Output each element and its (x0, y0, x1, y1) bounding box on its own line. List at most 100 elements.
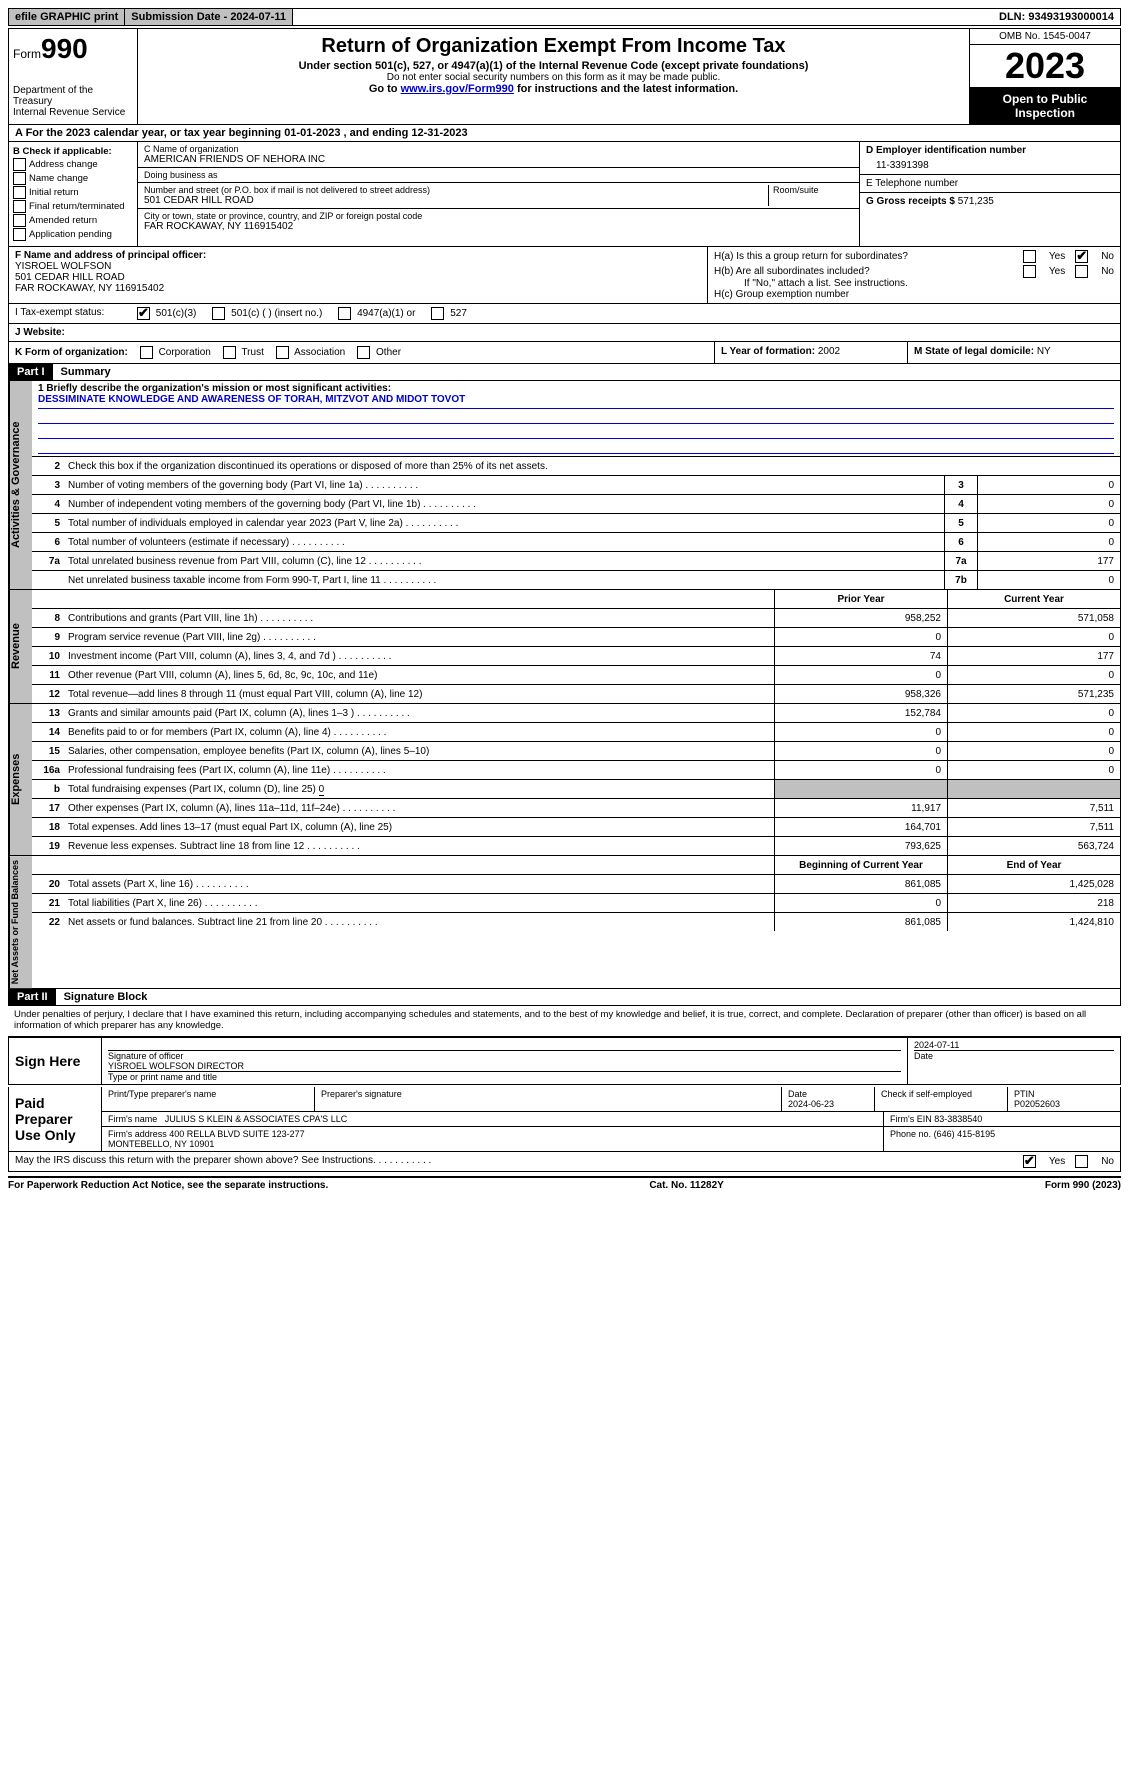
chk-527[interactable] (431, 307, 444, 320)
year-form-value: 2002 (818, 346, 840, 357)
discuss-no[interactable] (1075, 1155, 1088, 1168)
firm-name: JULIUS S KLEIN & ASSOCIATES CPA'S LLC (165, 1114, 347, 1124)
submission-date: Submission Date - 2024-07-11 (125, 9, 293, 25)
mission-block: 1 Briefly describe the organization's mi… (32, 381, 1120, 456)
chk-app-pending[interactable]: Application pending (13, 228, 133, 241)
chk-amended[interactable]: Amended return (13, 214, 133, 227)
p9: 0 (774, 628, 947, 646)
firm-ein: 83-3838540 (934, 1114, 982, 1124)
side-exp: Expenses (9, 704, 32, 855)
gross-receipts-value: 571,235 (958, 196, 994, 207)
col-h-group: H(a) Is this a group return for subordin… (707, 247, 1120, 303)
year-form-label: L Year of formation: (721, 346, 815, 357)
section-expenses: Expenses 13Grants and similar amounts pa… (8, 704, 1121, 856)
chk-name-change[interactable]: Name change (13, 172, 133, 185)
open-inspection: Open to Public Inspection (970, 88, 1120, 124)
goto-line: Go to www.irs.gov/Form990 for instructio… (146, 83, 961, 95)
efile-label[interactable]: efile GRAPHIC print (9, 9, 125, 25)
hdr-boy: Beginning of Current Year (774, 856, 947, 874)
chk-assoc[interactable] (276, 346, 289, 359)
p12: 958,326 (774, 685, 947, 703)
phone-label: E Telephone number (866, 178, 1114, 189)
c17: 7,511 (947, 799, 1120, 817)
form-org-label: K Form of organization: (15, 347, 128, 358)
side-ag: Activities & Governance (9, 381, 32, 589)
hb-yes[interactable] (1023, 265, 1036, 278)
firm-addr-label: Firm's address (108, 1129, 167, 1139)
chk-other[interactable] (357, 346, 370, 359)
chk-final-return[interactable]: Final return/terminated (13, 200, 133, 213)
sig-date-label: Date (914, 1050, 1114, 1061)
discuss-yes[interactable] (1023, 1155, 1036, 1168)
chk-501c3[interactable] (137, 307, 150, 320)
p14: 0 (774, 723, 947, 741)
ha-no[interactable] (1075, 250, 1088, 263)
part1-title: Summary (53, 364, 119, 380)
self-emp-label: Check if self-employed (875, 1087, 1008, 1111)
row-klm: K Form of organization: Corporation Trus… (8, 342, 1121, 364)
chk-501c[interactable] (212, 307, 225, 320)
line-4: Number of independent voting members of … (64, 498, 944, 511)
val-16b: 0 (319, 784, 325, 796)
form-number: Form990 (13, 33, 133, 65)
prep-date: 2024-06-23 (788, 1099, 834, 1109)
c16a: 0 (947, 761, 1120, 779)
chk-trust[interactable] (223, 346, 236, 359)
form-subtitle-1: Under section 501(c), 527, or 4947(a)(1)… (146, 60, 961, 72)
form-header: Form990 Department of the Treasury Inter… (8, 28, 1121, 125)
ha-yes[interactable] (1023, 250, 1036, 263)
sign-here-label: Sign Here (9, 1038, 102, 1084)
e22: 1,424,810 (947, 913, 1120, 931)
c18: 7,511 (947, 818, 1120, 836)
line-22: Net assets or fund balances. Subtract li… (64, 916, 774, 929)
hdr-prior: Prior Year (774, 590, 947, 608)
val-5: 0 (977, 514, 1120, 532)
hb-no[interactable] (1075, 265, 1088, 278)
p15: 0 (774, 742, 947, 760)
col-b-checkboxes: B Check if applicable: Address change Na… (9, 142, 138, 246)
c11: 0 (947, 666, 1120, 684)
room-label: Room/suite (773, 185, 853, 195)
part2-header-row: Part II Signature Block (8, 989, 1121, 1006)
gross-receipts-label: G Gross receipts $ (866, 196, 955, 207)
side-na: Net Assets or Fund Balances (9, 856, 32, 988)
footer-left: For Paperwork Reduction Act Notice, see … (8, 1180, 328, 1191)
chk-corp[interactable] (140, 346, 153, 359)
e20: 1,425,028 (947, 875, 1120, 893)
line-15: Salaries, other compensation, employee b… (64, 745, 774, 758)
part2-badge: Part II (9, 989, 56, 1005)
c13: 0 (947, 704, 1120, 722)
c10: 177 (947, 647, 1120, 665)
addr-value: 501 CEDAR HILL ROAD (144, 195, 768, 206)
line-7b: Net unrelated business taxable income fr… (64, 574, 944, 587)
part1-badge: Part I (9, 364, 53, 380)
p17: 11,917 (774, 799, 947, 817)
sig-date: 2024-07-11 (914, 1040, 1114, 1050)
officer-addr1: 501 CEDAR HILL ROAD (15, 272, 701, 283)
p11: 0 (774, 666, 947, 684)
dept-treasury: Department of the Treasury Internal Reve… (13, 85, 133, 118)
city-value: FAR ROCKAWAY, NY 116915402 (144, 221, 853, 232)
sign-here-block: Sign Here Signature of officer YISROEL W… (8, 1036, 1121, 1085)
goto-post: for instructions and the latest informat… (514, 83, 738, 95)
mission-label: 1 Briefly describe the organization's mi… (38, 383, 1114, 394)
chk-initial-return[interactable]: Initial return (13, 186, 133, 199)
c15: 0 (947, 742, 1120, 760)
hdr-curr: Current Year (947, 590, 1120, 608)
b22: 861,085 (774, 913, 947, 931)
chk-address-change[interactable]: Address change (13, 158, 133, 171)
hb-label: H(b) Are all subordinates included? (714, 266, 870, 277)
firm-name-label: Firm's name (108, 1114, 157, 1124)
hb-note: If "No," attach a list. See instructions… (714, 278, 1114, 289)
line-7a: Total unrelated business revenue from Pa… (64, 555, 944, 568)
val-4: 0 (977, 495, 1120, 513)
val-3: 0 (977, 476, 1120, 494)
chk-4947[interactable] (338, 307, 351, 320)
form990-link[interactable]: www.irs.gov/Form990 (401, 83, 514, 95)
footer-mid: Cat. No. 11282Y (649, 1180, 723, 1191)
addr-label: Number and street (or P.O. box if mail i… (144, 185, 768, 195)
row-fh: F Name and address of principal officer:… (8, 247, 1121, 304)
form-990-num: 990 (41, 33, 88, 64)
discuss-label: May the IRS discuss this return with the… (15, 1155, 431, 1168)
sig-officer-label: Signature of officer (108, 1050, 901, 1061)
